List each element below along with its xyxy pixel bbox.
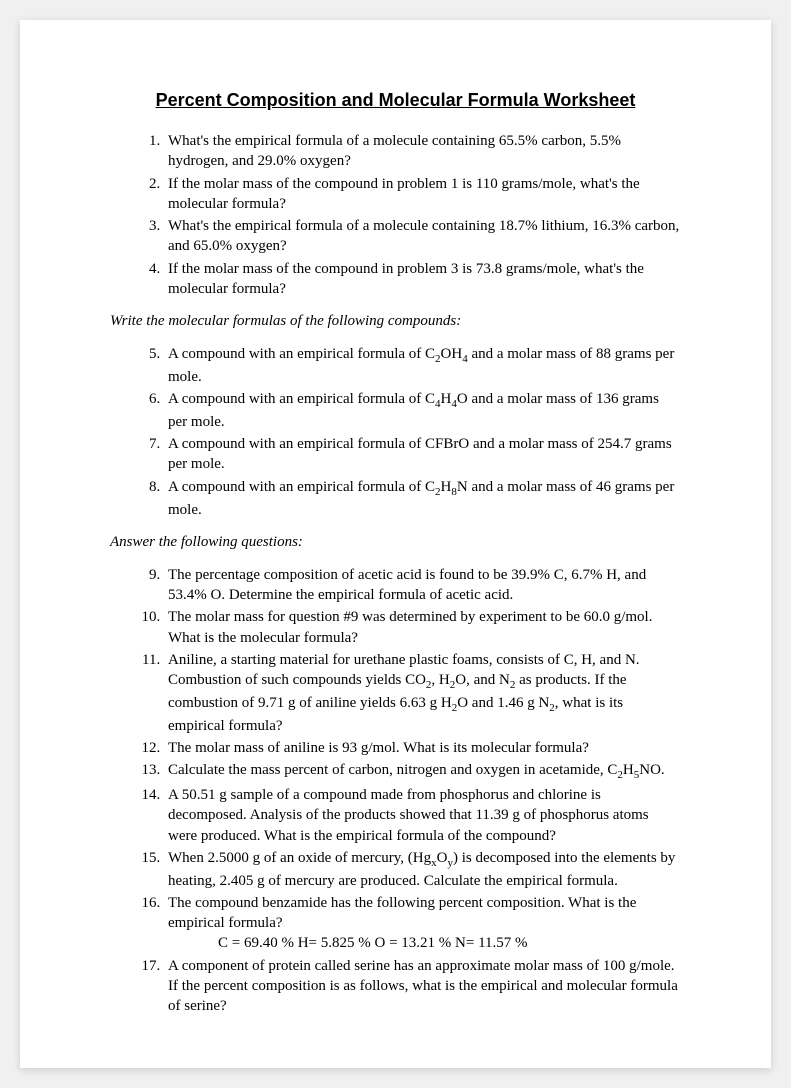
question-item: A compound with an empirical formula of … — [164, 477, 681, 520]
question-item: Calculate the mass percent of carbon, ni… — [164, 760, 681, 783]
question-item: The compound benzamide has the following… — [164, 893, 681, 954]
question-item: A component of protein called serine has… — [164, 956, 681, 1017]
question-item: The percentage composition of acetic aci… — [164, 565, 681, 606]
question-item: The molar mass for question #9 was deter… — [164, 607, 681, 648]
question-item: A compound with an empirical formula of … — [164, 434, 681, 475]
question-item: What's the empirical formula of a molecu… — [164, 216, 681, 257]
question-item: What's the empirical formula of a molecu… — [164, 131, 681, 172]
question-list-2: A compound with an empirical formula of … — [110, 344, 681, 520]
worksheet-page: Percent Composition and Molecular Formul… — [20, 20, 771, 1068]
section-intro: Answer the following questions: — [110, 534, 681, 551]
question-item: A compound with an empirical formula of … — [164, 389, 681, 432]
question-item: Aniline, a starting material for urethan… — [164, 650, 681, 736]
question-item: A 50.51 g sample of a compound made from… — [164, 785, 681, 846]
section-intro: Write the molecular formulas of the foll… — [110, 313, 681, 330]
question-item: When 2.5000 g of an oxide of mercury, (H… — [164, 848, 681, 891]
question-list-1: What's the empirical formula of a molecu… — [110, 131, 681, 299]
question-item: A compound with an empirical formula of … — [164, 344, 681, 387]
question-list-3: The percentage composition of acetic aci… — [110, 565, 681, 1017]
page-title: Percent Composition and Molecular Formul… — [110, 90, 681, 111]
question-item: The molar mass of aniline is 93 g/mol. W… — [164, 738, 681, 758]
question-item: If the molar mass of the compound in pro… — [164, 259, 681, 300]
question-item: If the molar mass of the compound in pro… — [164, 174, 681, 215]
